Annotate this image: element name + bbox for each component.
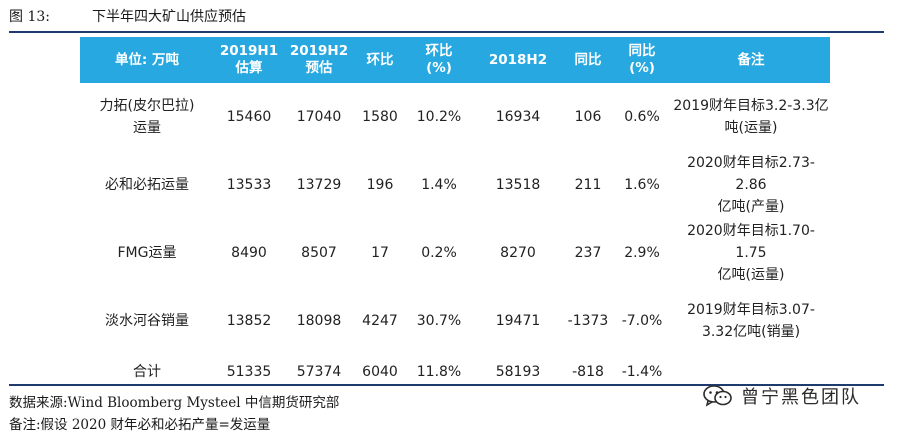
figure-title: 图 13: 下半年四大矿山供应预估 [9,6,246,28]
cell-yoy-pct: -7.0% [621,313,663,329]
watermark-text: 曾宁黑色团队 [741,387,861,408]
cell-hoh: 17 [371,245,389,261]
row-name: FMG运量 [117,245,177,261]
total-yoy: -818 [572,364,604,380]
header-hoh-pct: 环比 (%) [406,37,472,83]
cell-note: 2019财年目标3.07- 3.32亿吨(销量) [687,302,815,340]
cell-yoy-pct: 0.6% [624,109,660,125]
cell-hoh-pct: 10.2% [416,109,462,125]
cell-hoh: 1580 [362,109,398,125]
data-source: 数据来源:Wind Bloomberg Mysteel 中信期货研究部 [9,395,340,411]
cell-2019h2: 17040 [296,109,342,125]
total-row: 合计 51335 57374 6040 11.8% 58193 -818 -1.… [80,355,830,389]
cell-note: 2020财年目标1.70-1.75 亿吨(运量) [687,223,815,283]
total-2018h2: 58193 [495,364,541,380]
cell-2019h1: 13533 [226,177,272,193]
cell-hoh-pct: 1.4% [421,177,457,193]
cell-2019h1: 13852 [226,313,272,329]
cell-hoh: 196 [366,177,394,193]
cell-yoy: 237 [574,245,602,261]
cell-hoh-pct: 30.7% [416,313,462,329]
cell-2019h2: 18098 [296,313,342,329]
cell-2018h2: 8270 [500,245,536,261]
table-row: 淡水河谷销量 13852 18098 4247 30.7% 19471 -137… [80,287,830,355]
table-row: FMG运量 8490 8507 17 0.2% 8270 237 2.9% 20… [80,219,830,287]
cell-yoy: -1373 [567,313,609,329]
cell-note: 2019财年目标3.2-3.3亿 吨(运量) [673,98,829,136]
cell-2018h2: 19471 [495,313,541,329]
remark: 备注:假设 2020 财年必和必拓产量=发运量 [9,417,271,433]
header-yoy: 同比 [564,37,612,83]
cell-hoh: 4247 [362,313,398,329]
total-2019h2: 57374 [296,364,342,380]
table-row: 必和必拓运量 13533 13729 196 1.4% 13518 211 1.… [80,151,830,219]
cell-yoy: 106 [574,109,602,125]
cell-2018h2: 13518 [495,177,541,193]
header-yoy-pct: 同比 (%) [612,37,672,83]
wechat-icon [703,384,733,408]
watermark: 曾宁黑色团队 [703,382,861,410]
total-yoy-pct: -1.4% [621,364,663,380]
cell-2019h1: 15460 [226,109,272,125]
top-rule [9,31,884,33]
cell-yoy-pct: 2.9% [624,245,660,261]
header-row: 单位: 万吨 2019H1 估算 2019H2 预估 环比 环比 (%) 2018H2… [80,37,830,83]
cell-2019h1: 8490 [231,245,267,261]
total-hoh: 6040 [362,364,398,380]
supply-table: 单位: 万吨 2019H1 估算 2019H2 预估 环比 环比 (%) 2018H2… [80,37,830,389]
cell-2019h2: 8507 [301,245,337,261]
cell-2018h2: 16934 [495,109,541,125]
header-note: 备注 [672,37,830,83]
header-2019h1: 2019H1 估算 [214,37,284,83]
total-label: 合计 [133,364,161,380]
figure-caption: 下半年四大矿山供应预估 [92,9,246,25]
cell-hoh-pct: 0.2% [421,245,457,261]
header-unit: 单位: 万吨 [80,37,214,83]
bottom-rule [9,384,884,386]
header-2018h2: 2018H2 [472,37,564,83]
cell-note: 2020财年目标2.73-2.86 亿吨(产量) [687,155,815,215]
cell-yoy-pct: 1.6% [624,177,660,193]
header-hoh: 环比 [354,37,406,83]
row-name: 必和必拓运量 [105,177,189,193]
cell-yoy: 211 [574,177,602,193]
total-hoh-pct: 11.8% [416,364,462,380]
header-2019h2: 2019H2 预估 [284,37,354,83]
row-name: 淡水河谷销量 [105,313,189,329]
cell-2019h2: 13729 [296,177,342,193]
row-name: 力拓(皮尔巴拉) 运量 [99,98,195,136]
figure-number: 图 13: [9,9,50,25]
total-2019h1: 51335 [226,364,272,380]
table-row: 力拓(皮尔巴拉) 运量 15460 17040 1580 10.2% 16934 … [80,83,830,151]
